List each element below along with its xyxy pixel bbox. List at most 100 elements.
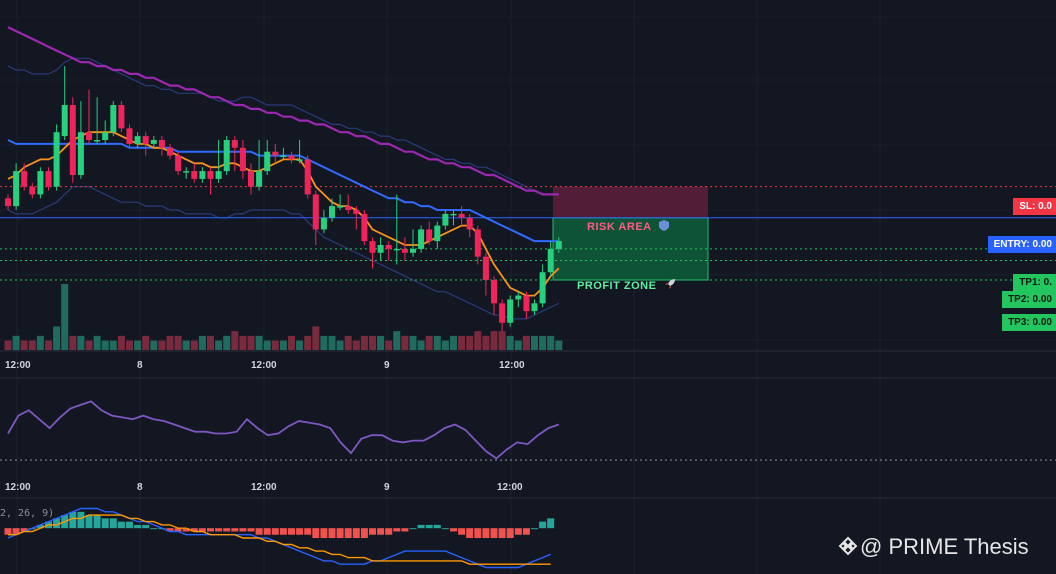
candle-body [539, 272, 546, 304]
volume-bar [223, 335, 231, 350]
macd-histogram-bar [344, 528, 352, 538]
volume-bar [85, 340, 93, 350]
volume-bar [77, 335, 85, 350]
candle-body [345, 206, 352, 210]
macd-histogram-bar [522, 528, 530, 535]
macd-histogram-bar [77, 511, 85, 529]
macd-histogram-bar [198, 528, 206, 532]
candle-body [418, 229, 425, 249]
volume-bar [134, 340, 142, 350]
watermark-text: @ PRIME Thesis [860, 534, 1029, 559]
volume-bar [409, 335, 417, 350]
candle-body [353, 210, 360, 214]
volume-bar [288, 335, 295, 350]
candle-body [547, 248, 554, 273]
volume-bar [393, 331, 401, 350]
candle-body [320, 217, 327, 230]
tp1-price-tag: TP1: 0. [1013, 274, 1056, 291]
candle-body [231, 140, 238, 148]
volume-bar [514, 340, 522, 350]
macd-histogram-bar [247, 528, 255, 532]
macd-histogram-bar [417, 524, 425, 529]
candle-body [207, 171, 214, 179]
macd-histogram-bar [101, 518, 109, 529]
candle-body [531, 303, 538, 312]
macd-histogram-bar [336, 528, 344, 538]
volume-bar [61, 284, 69, 350]
x-tick-label: 12:00 [5, 360, 31, 371]
candle-body [385, 245, 392, 249]
candle-body [393, 248, 400, 251]
candle-body [191, 171, 198, 179]
macd-histogram-bar [498, 528, 506, 538]
candle-body [337, 206, 344, 208]
candle-body [5, 198, 11, 207]
volume-bar [263, 340, 271, 350]
macd-histogram-bar [360, 528, 368, 538]
rsi-x-tick-label: 8 [137, 482, 143, 493]
volume-bar [279, 340, 287, 350]
volume-bar [12, 335, 20, 350]
candle-body [426, 229, 433, 242]
tp3-price-tag: TP3: 0.00 [1002, 314, 1056, 331]
profit-zone-label: PROFIT ZONE [577, 278, 676, 292]
volume-bar [166, 335, 174, 350]
macd-histogram-bar [377, 528, 385, 535]
macd-histogram-bar [425, 524, 433, 529]
volume-bar [190, 340, 198, 350]
volume-bar [69, 335, 77, 350]
macd-title: 2, 26, 9) [0, 508, 55, 519]
macd-histogram-bar [231, 528, 239, 532]
macd-histogram-bar [320, 528, 328, 538]
volume-bars [4, 284, 563, 350]
macd-histogram-bar [93, 515, 101, 529]
volume-bar [369, 335, 376, 350]
volume-bar [360, 335, 368, 350]
x-tick-label: 9 [384, 360, 390, 371]
x-tick-label: 8 [137, 360, 143, 371]
candle-body [361, 213, 368, 242]
macd-histogram-bar [166, 528, 174, 532]
macd-histogram-bar [547, 518, 555, 529]
candle-body [110, 105, 117, 133]
macd-histogram-bar [490, 528, 498, 538]
volume-bar [142, 335, 150, 350]
candle-body [134, 136, 141, 144]
volume-bar [344, 335, 352, 350]
volume-bar [304, 335, 312, 350]
candle-body [118, 105, 125, 129]
macd-histogram-bar [117, 521, 125, 529]
candles [5, 66, 562, 335]
candle-body [183, 171, 190, 173]
macd-histogram-bar [12, 528, 20, 535]
volume-bar [320, 335, 328, 350]
candle-body [13, 171, 20, 207]
volume-bar [126, 340, 133, 350]
candle-body [450, 213, 457, 216]
volume-bar [28, 340, 36, 350]
macd-histogram-bar [255, 528, 263, 535]
candle-body [215, 171, 222, 179]
macd-histogram-bar [36, 524, 44, 529]
candle-body [304, 159, 311, 195]
macd-histogram-bar [174, 528, 182, 532]
volume-bar [215, 340, 223, 350]
volume-bar [117, 335, 125, 350]
candle-body [248, 171, 254, 187]
macd-histogram-bar [85, 515, 93, 529]
candle-body [77, 132, 84, 175]
volume-bar [450, 335, 457, 350]
candle-body [199, 171, 206, 179]
macd-signal-line [8, 514, 551, 565]
candle-body [410, 248, 416, 253]
volume-bar [506, 335, 514, 350]
macd-histogram-bar [328, 528, 336, 538]
volume-bar [433, 335, 441, 350]
volume-bar [198, 335, 206, 350]
macd-pane [4, 507, 555, 569]
macd-histogram-bar [369, 528, 376, 535]
watermark: @ PRIME Thesis [838, 534, 1029, 560]
